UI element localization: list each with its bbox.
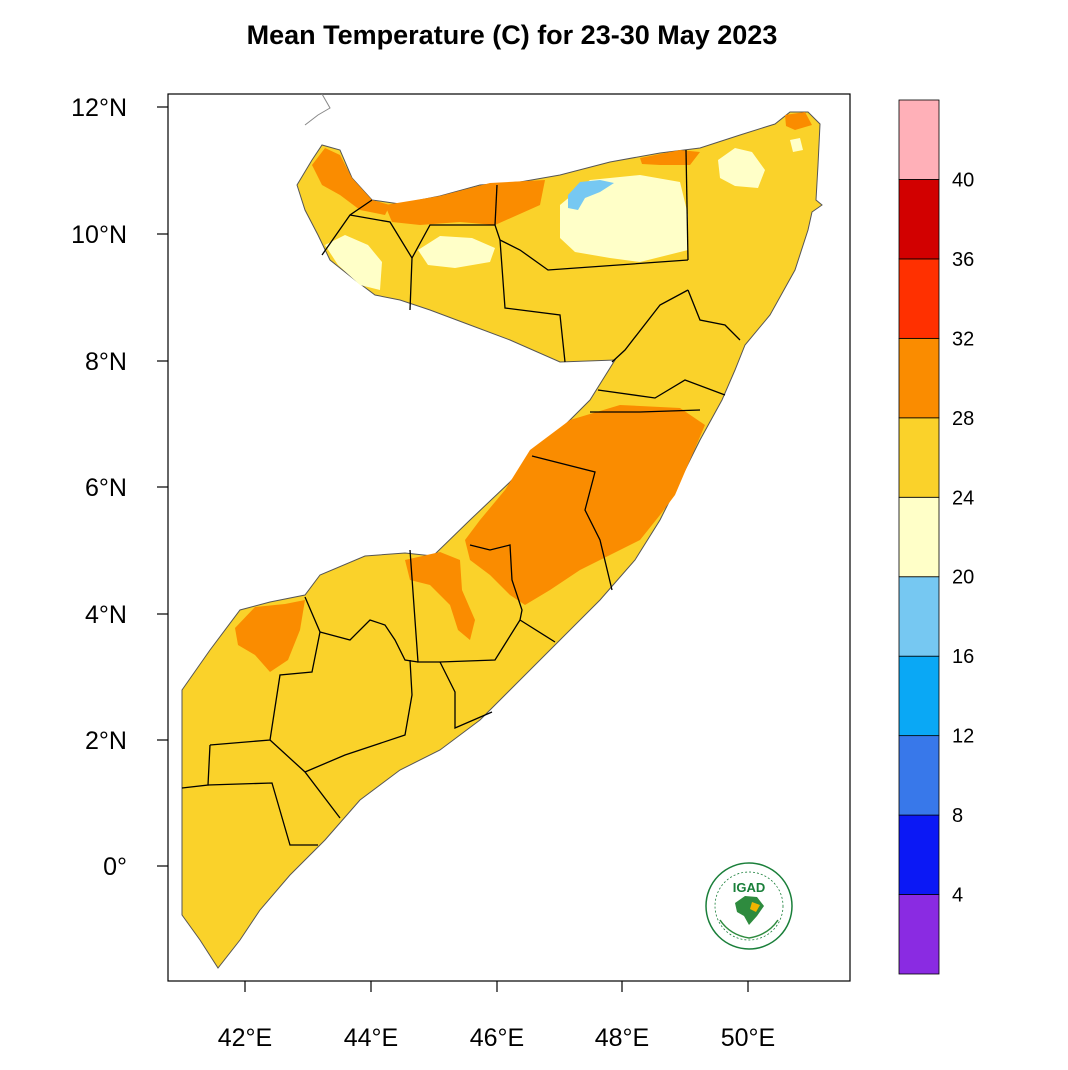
colorbar-label: 4 xyxy=(952,885,963,907)
colorbar: 4 8 12 16 20 24 28 32 36 40 xyxy=(898,99,974,975)
igad-logo-text: IGAD xyxy=(733,880,766,895)
colorbar-label: 20 xyxy=(952,567,974,589)
cool-area-central-north xyxy=(418,236,495,268)
x-tick-label: 50°E xyxy=(721,1024,775,1052)
hot-area-south-central xyxy=(405,552,475,640)
axis-ticks xyxy=(157,106,749,992)
x-tick-label: 42°E xyxy=(218,1024,272,1052)
colorbar-label: 40 xyxy=(952,169,974,191)
somalia-map xyxy=(181,94,823,969)
admin-boundaries xyxy=(181,149,741,846)
colorbar-swatch xyxy=(898,99,940,180)
colorbar-swatch xyxy=(898,417,940,498)
y-tick-label: 8°N xyxy=(85,348,127,376)
colorbar-label: 28 xyxy=(952,408,974,430)
hot-area-northeast-tip xyxy=(785,112,812,130)
colorbar-swatch xyxy=(898,337,940,419)
colorbar-label: 16 xyxy=(952,646,974,668)
igad-logo: IGAD xyxy=(705,862,793,950)
cool-area-east xyxy=(718,148,765,188)
colorbar-swatch xyxy=(898,735,940,816)
hot-area-north-coast-east xyxy=(640,150,700,165)
colorbar-label: 36 xyxy=(952,249,974,271)
colorbar-label: 32 xyxy=(952,328,974,350)
map-title: Mean Temperature (C) for 23-30 May 2023 xyxy=(246,20,778,50)
y-tick-label: 12°N xyxy=(71,94,127,122)
x-tick-label: 48°E xyxy=(595,1024,649,1052)
y-tick-label: 6°N xyxy=(85,474,127,502)
cool-area-16-20 xyxy=(568,180,614,210)
hot-area-northwest-coast xyxy=(312,148,390,215)
y-tick-label: 0° xyxy=(103,853,127,881)
hot-area-southwest xyxy=(235,600,305,672)
colorbar-swatch xyxy=(898,258,940,339)
cool-area-golis xyxy=(560,175,688,262)
hot-area-north-coast xyxy=(385,180,545,225)
hot-area-central xyxy=(465,405,705,605)
y-tick-label: 4°N xyxy=(85,601,127,629)
colorbar-label: 24 xyxy=(952,487,974,509)
cool-area-cape xyxy=(790,138,803,152)
colorbar-swatch xyxy=(898,496,940,578)
colorbar-label: 12 xyxy=(952,726,974,748)
neighbour-coastline xyxy=(304,94,331,126)
colorbar-swatch xyxy=(898,576,940,657)
y-tick-label: 10°N xyxy=(71,221,127,249)
y-tick-label: 2°N xyxy=(85,727,127,755)
colorbar-swatch xyxy=(898,655,940,737)
cool-area-west xyxy=(325,235,382,290)
colorbar-swatch xyxy=(898,894,940,975)
x-tick-label: 46°E xyxy=(470,1024,524,1052)
x-tick-label: 44°E xyxy=(344,1024,398,1052)
colorbar-swatch xyxy=(898,179,940,260)
colorbar-swatch xyxy=(898,814,940,895)
colorbar-label: 8 xyxy=(952,805,963,827)
